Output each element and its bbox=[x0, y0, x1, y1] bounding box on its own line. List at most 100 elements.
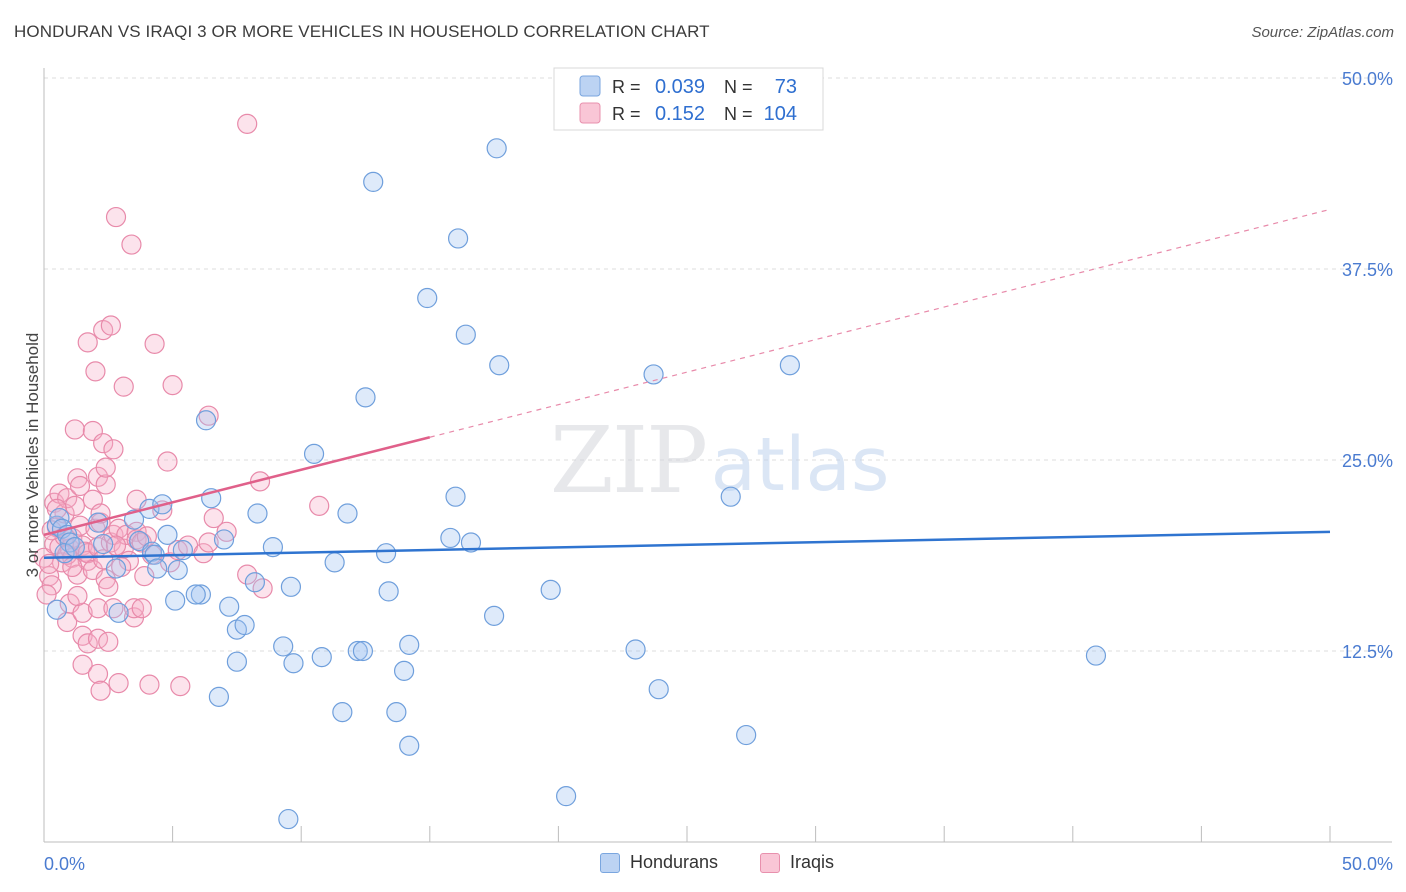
hondurans-point-58 bbox=[447, 228, 469, 249]
hondurans-point-53 bbox=[399, 634, 420, 655]
iraqis-trend-line bbox=[43, 436, 431, 537]
hondurans-swatch bbox=[600, 852, 620, 873]
iraqis-point-39 bbox=[87, 598, 109, 619]
legend-item-iraqis: Iraqis bbox=[760, 852, 834, 873]
iraqis-swatch bbox=[760, 852, 780, 873]
iraqis-points bbox=[33, 113, 330, 701]
hondurans-point-62 bbox=[489, 355, 510, 376]
y-tick-label-3: 50.0% bbox=[1342, 69, 1393, 89]
watermark-zip: ZIP bbox=[550, 407, 706, 514]
hondurans-point-13 bbox=[123, 509, 145, 530]
hondurans-legend-label: Hondurans bbox=[630, 852, 719, 872]
iraqis-point-49 bbox=[95, 569, 116, 590]
y-tick-label-0: 12.5% bbox=[1342, 642, 1393, 662]
hondurans-point-61 bbox=[484, 605, 505, 626]
iraqis-point-53 bbox=[100, 315, 121, 336]
hondurans-point-10 bbox=[105, 558, 127, 579]
iraqis-point-11 bbox=[57, 488, 78, 509]
iraqis-point-47 bbox=[95, 474, 116, 495]
hondurans-point-37 bbox=[273, 636, 294, 657]
hondurans-point-26 bbox=[195, 410, 217, 431]
iraqis-point-55 bbox=[103, 439, 124, 460]
trend-lines bbox=[43, 208, 1331, 560]
axes bbox=[43, 68, 1392, 843]
iraqis-point-95 bbox=[39, 553, 60, 575]
x-tick-labels: 0.0% 50.0% bbox=[44, 854, 1393, 874]
iraqis-point-31 bbox=[77, 633, 98, 654]
iraqis-point-85 bbox=[198, 532, 219, 553]
hondurans-point-21 bbox=[172, 540, 193, 561]
hondurans-point-28 bbox=[219, 596, 240, 617]
iraqis-point-60 bbox=[113, 376, 134, 397]
hondurans-point-36 bbox=[280, 576, 302, 597]
iraqis-point-66 bbox=[123, 598, 145, 619]
legend-n-value-hondurans: 73 bbox=[775, 76, 797, 98]
iraqis-point-21 bbox=[69, 475, 91, 497]
iraqis-point-100 bbox=[67, 585, 88, 607]
hondurans-point-45 bbox=[352, 640, 374, 662]
hondurans-point-11 bbox=[108, 602, 129, 623]
hondurans-point-42 bbox=[332, 702, 353, 723]
hondurans-point-30 bbox=[234, 614, 255, 636]
hondurans-point-43 bbox=[337, 503, 358, 524]
legend-r-value-iraqis: 0.152 bbox=[655, 103, 705, 125]
hondurans-point-41 bbox=[311, 647, 332, 668]
iraqis-point-101 bbox=[105, 535, 127, 556]
iraqis-point-41 bbox=[87, 663, 109, 685]
iraqis-point-89 bbox=[237, 564, 258, 585]
hondurans-point-50 bbox=[386, 702, 407, 723]
hondurans-point-66 bbox=[643, 364, 664, 385]
hondurans-point-68 bbox=[720, 486, 741, 507]
hondurans-point-19 bbox=[157, 524, 178, 545]
iraqis-point-2 bbox=[41, 575, 62, 596]
hondurans-point-46 bbox=[355, 387, 376, 408]
legend-n-label-iraqis: N = bbox=[724, 104, 753, 124]
hondurans-point-17 bbox=[147, 558, 168, 579]
hondurans-point-56 bbox=[445, 486, 466, 507]
legend-bottom: Hondurans Iraqis bbox=[0, 852, 1406, 878]
hondurans-point-69 bbox=[736, 724, 757, 746]
legend-r-label-hondurans: R = bbox=[612, 77, 641, 97]
legend-n-label-hondurans: N = bbox=[724, 77, 753, 97]
hondurans-point-70 bbox=[779, 355, 800, 376]
legend-top: R = 0.039 N = 73 R = 0.152 N = 104 bbox=[553, 67, 824, 131]
hondurans-point-34 bbox=[244, 572, 266, 593]
hondurans-point-57 bbox=[460, 532, 482, 553]
iraqis-point-48 bbox=[95, 457, 116, 478]
hondurans-point-49 bbox=[378, 581, 399, 602]
iraqis-point-14 bbox=[64, 495, 85, 516]
legend-swatch-iraqis bbox=[579, 102, 601, 124]
iraqis-point-78 bbox=[157, 451, 178, 472]
legend-swatch-hondurans bbox=[579, 75, 601, 97]
chart-title: HONDURAN VS IRAQI 3 OR MORE VEHICLES IN … bbox=[14, 22, 710, 41]
hondurans-points bbox=[46, 138, 1107, 830]
y-tick-label-1: 25.0% bbox=[1342, 451, 1393, 471]
hondurans-point-20 bbox=[167, 559, 188, 581]
iraqis-point-50 bbox=[98, 576, 119, 597]
hondurans-point-64 bbox=[556, 786, 577, 807]
hondurans-point-54 bbox=[417, 287, 438, 309]
x-tick-label-start: 0.0% bbox=[44, 854, 85, 874]
iraqis-point-93 bbox=[309, 495, 330, 516]
iraqis-point-88 bbox=[216, 521, 237, 542]
iraqis-point-42 bbox=[90, 680, 111, 701]
iraqis-point-74 bbox=[139, 674, 160, 695]
iraqis-point-71 bbox=[131, 598, 152, 619]
watermark-atlas: atlas bbox=[711, 422, 890, 508]
iraqis-point-28 bbox=[72, 654, 93, 675]
hondurans-point-24 bbox=[185, 584, 206, 605]
iraqis-point-72 bbox=[134, 566, 155, 587]
hondurans-point-33 bbox=[247, 503, 268, 524]
hondurans-point-71 bbox=[1085, 645, 1107, 666]
gridlines bbox=[44, 77, 1392, 652]
hondurans-point-6 bbox=[64, 536, 85, 558]
hondurans-point-23 bbox=[190, 584, 211, 605]
iraqis-point-76 bbox=[144, 333, 165, 354]
iraqis-point-58 bbox=[108, 672, 129, 694]
iraqis-point-64 bbox=[121, 234, 142, 255]
y-tick-labels: 12.5% 25.0% 37.5% 50.0% bbox=[1342, 69, 1393, 662]
iraqis-point-15 bbox=[67, 468, 88, 489]
watermark: ZIP atlas bbox=[550, 407, 890, 514]
legend-r-value-hondurans: 0.039 bbox=[655, 76, 705, 98]
